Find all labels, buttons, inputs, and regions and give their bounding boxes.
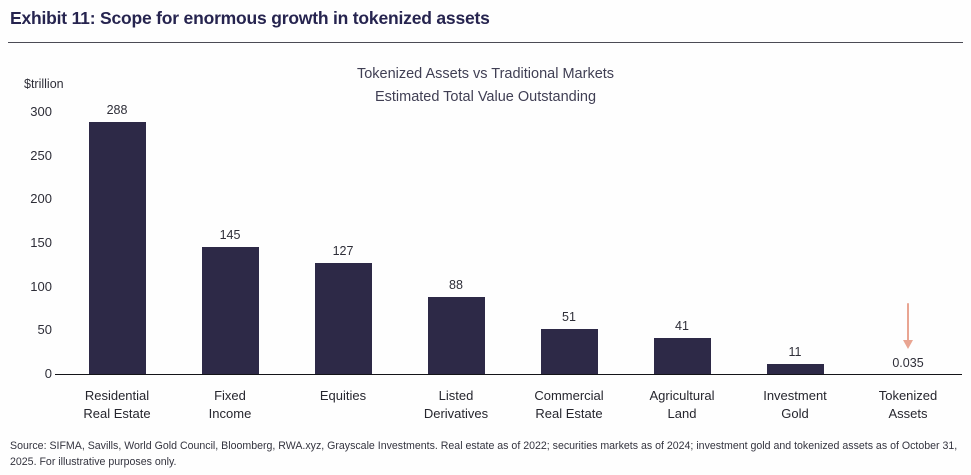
chart-title-block: Tokenized Assets vs Traditional Markets … — [0, 63, 971, 109]
x-axis-line — [55, 373, 962, 375]
bar-value-label: 127 — [332, 244, 354, 259]
y-axis-tick-label: 200 — [30, 191, 52, 207]
y-axis-tick-label: 250 — [30, 147, 52, 163]
bar — [653, 338, 711, 374]
source-note: Source: SIFMA, Savills, World Gold Counc… — [10, 440, 958, 468]
bar — [88, 122, 146, 374]
bar-value-label: 11 — [788, 345, 802, 360]
y-axis-tick-label: 0 — [44, 366, 52, 381]
bar — [201, 247, 259, 374]
header-divider — [8, 42, 963, 43]
exhibit-title: Exhibit 11: Scope for enormous growth in… — [10, 8, 490, 28]
chart-title: Tokenized Assets vs Traditional Markets — [356, 66, 615, 82]
y-axis-tick-label: 100 — [30, 278, 52, 294]
down-arrow-icon — [901, 303, 915, 351]
x-axis-category-label: Fixed Income — [208, 388, 252, 421]
y-axis-tick-label: 300 — [30, 104, 52, 119]
x-axis-category-label: Residential Real Estate — [83, 388, 151, 421]
x-axis-category-label: Equities — [319, 388, 367, 403]
bar-value-label: 0.035 — [892, 356, 924, 370]
bar-value-label: 288 — [106, 103, 128, 118]
y-axis-tick-label: 150 — [30, 235, 52, 250]
x-axis-category-label: Tokenized Assets — [878, 388, 938, 421]
x-axis-category-label: Investment Gold — [763, 388, 827, 421]
bar-value-label: 51 — [562, 310, 576, 325]
bar-value-label: 88 — [449, 278, 463, 293]
x-axis-category-label: Agricultural Land — [649, 388, 715, 421]
y-axis-tick-label: 50 — [37, 322, 52, 338]
bar-value-label: 145 — [219, 228, 241, 243]
bar — [427, 297, 485, 374]
bar — [540, 329, 598, 374]
bar — [766, 364, 824, 374]
bar — [314, 263, 372, 374]
chart-subtitle: Estimated Total Value Outstanding — [374, 89, 597, 105]
x-axis-category-label: Listed Derivatives — [423, 388, 489, 421]
x-axis-category-label: Commercial Real Estate — [534, 388, 604, 421]
y-axis-unit-label: $trillion — [24, 77, 64, 91]
bar-value-label: 41 — [675, 319, 689, 334]
